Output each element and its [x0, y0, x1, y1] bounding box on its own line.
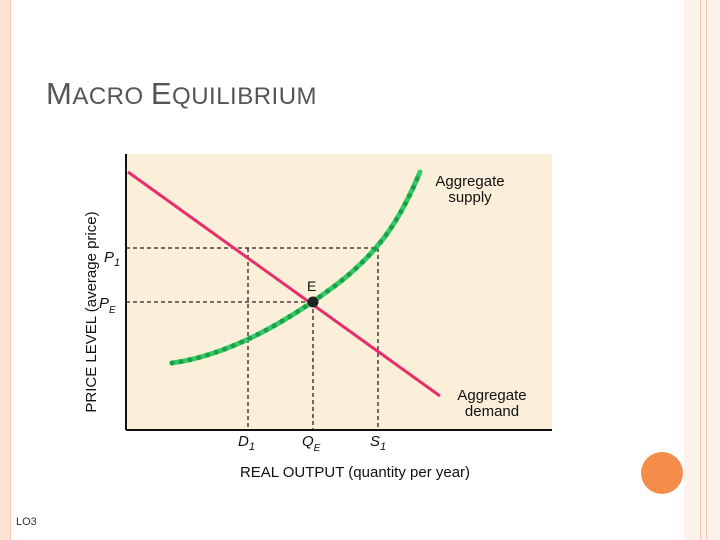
demand-label-line1: Aggregate: [457, 387, 526, 404]
equilibrium-point: [307, 296, 319, 308]
p1-label: P1: [104, 249, 120, 269]
aggregate-demand-curve: [127, 170, 441, 398]
pe-label: PE: [99, 295, 116, 316]
slide-frame-left: [0, 0, 11, 540]
s1-label: S1: [370, 433, 386, 453]
qe-label: QE: [302, 433, 321, 454]
title-initial: M: [46, 76, 73, 111]
y-axis-title: PRICE LEVEL (average price): [83, 211, 100, 412]
slide-title: MACRO EQUILIBRIUM: [46, 76, 317, 112]
title-word-rest: ACRO: [72, 83, 144, 110]
plot-panel: [126, 154, 552, 430]
d1-label: D1: [238, 433, 255, 453]
supply-label-line2: supply: [448, 189, 492, 206]
decorative-circle: [641, 452, 683, 494]
equilibrium-label: E: [307, 278, 316, 294]
learning-objective: LO3: [16, 516, 37, 528]
slide-frame-right: [684, 0, 720, 540]
supply-label-line1: Aggregate: [435, 173, 504, 190]
frame-line: [706, 0, 707, 540]
title-initial: E: [150, 76, 173, 111]
demand-label-line2: demand: [465, 403, 519, 420]
frame-line: [700, 0, 701, 540]
x-axis-title: REAL OUTPUT (quantity per year): [240, 464, 470, 481]
title-word-rest: QUILIBRIUM: [172, 83, 318, 110]
aggregate-supply-curve: [169, 169, 423, 366]
